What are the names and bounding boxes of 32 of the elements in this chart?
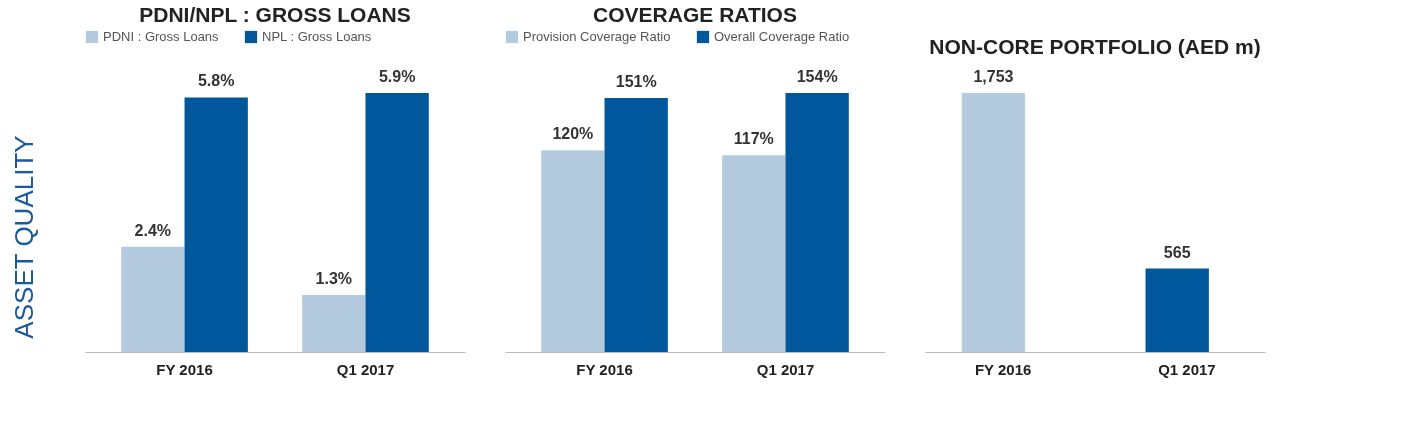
x-tick-label: FY 2016 — [156, 360, 213, 378]
legend-label: Provision Coverage Ratio — [523, 29, 671, 44]
chart-title: COVERAGE RATIOS — [593, 3, 797, 26]
text: ASSET QUALITY — [9, 135, 39, 339]
x-tick-label: FY 2016 — [974, 360, 1032, 378]
data-label: 151% — [615, 73, 657, 91]
legend-label: PDNI : Gross Loans — [103, 29, 220, 44]
data-label: 2.4% — [134, 221, 172, 239]
x-tick-label: Q1 2017 — [1158, 360, 1216, 378]
data-label: 120% — [552, 125, 594, 143]
x-tick-label: FY 2016 — [576, 360, 633, 378]
bar — [604, 98, 668, 352]
bar — [302, 294, 366, 352]
data-label: 117% — [733, 130, 774, 148]
data-label: 1,753 — [973, 68, 1014, 86]
data-label: 5.8% — [197, 72, 235, 90]
bar — [541, 150, 605, 352]
x-tick-label: Q1 2017 — [756, 360, 815, 378]
chart-title: PDNI/NPL : GROSS LOANS — [139, 3, 411, 26]
bar — [722, 155, 786, 352]
bar — [121, 246, 185, 352]
bar — [785, 93, 849, 352]
bar — [365, 93, 429, 352]
chart-title: NON-CORE PORTFOLIO (AED m) — [929, 35, 1261, 58]
data-label: 565 — [1163, 243, 1191, 261]
data-label: 1.3% — [315, 269, 353, 287]
legend-label: NPL : Gross Loans — [262, 29, 372, 44]
bar — [184, 97, 248, 352]
legend-label: Overall Coverage Ratio — [714, 29, 850, 44]
data-label: 154% — [796, 68, 838, 86]
data-label: 5.9% — [378, 68, 416, 86]
x-tick-label: Q1 2017 — [336, 360, 395, 378]
